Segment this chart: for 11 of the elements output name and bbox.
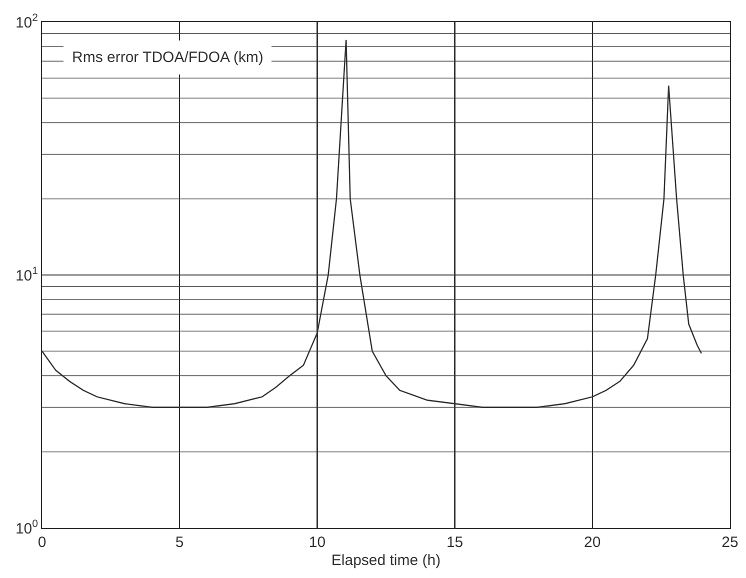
x-axis-title: Elapsed time (h) <box>331 552 441 569</box>
x-tick-label: 20 <box>584 534 601 551</box>
y-tick-label: 10$^{2}$ <box>15 12 38 32</box>
x-tick-label: 5 <box>175 534 184 551</box>
x-tick-label: 25 <box>722 534 738 551</box>
y-axis-title: Rms error TDOA/FDOA (km) <box>72 49 264 66</box>
x-tick-label: 15 <box>446 534 464 551</box>
x-tick-label: 10 <box>308 534 326 551</box>
x-tick-label: 0 <box>38 534 46 551</box>
y-tick-label: 10$^{0}$ <box>15 518 38 538</box>
y-tick-label: 10$^{1}$ <box>15 264 38 284</box>
